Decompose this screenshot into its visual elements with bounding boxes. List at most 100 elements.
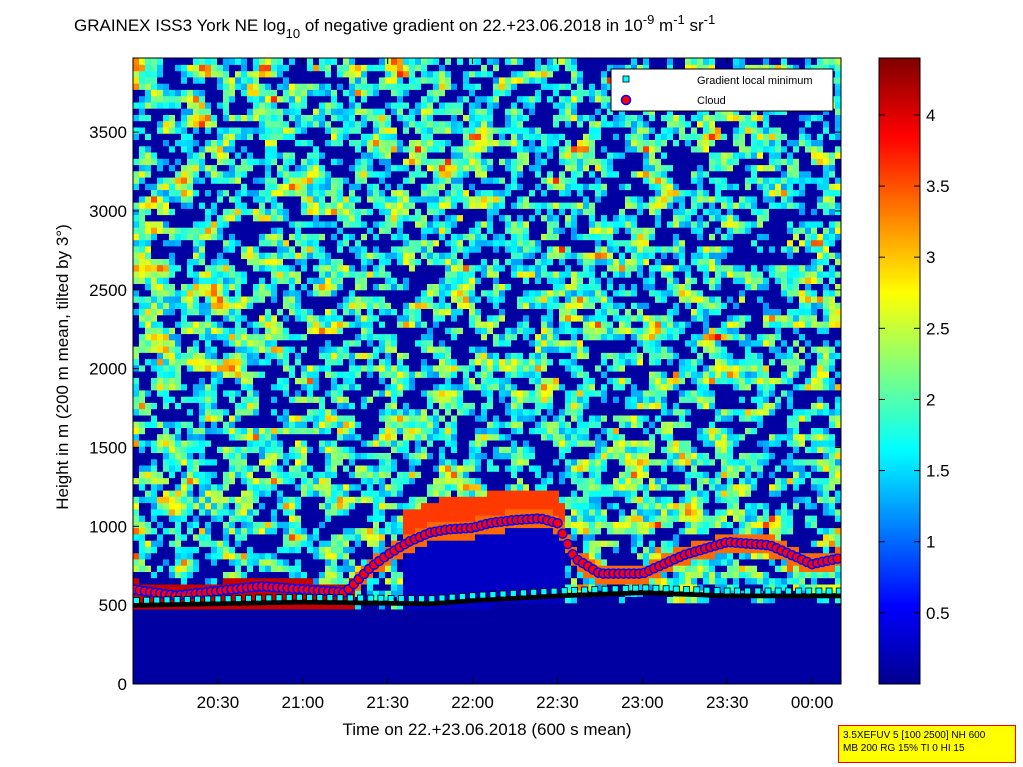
- heat-cell: [265, 615, 272, 622]
- heat-cell: [295, 515, 302, 522]
- heat-cell: [253, 114, 260, 122]
- heat-cell: [307, 220, 314, 228]
- heat-cell: [349, 477, 356, 485]
- heat-cell: [415, 565, 422, 572]
- heat-cell: [325, 408, 332, 416]
- heat-cell: [133, 408, 140, 416]
- heat-cell: [301, 402, 308, 410]
- heat-cell: [223, 652, 230, 660]
- heat-cell: [385, 327, 392, 335]
- heat-cell: [181, 615, 188, 622]
- heat-cell: [415, 439, 422, 447]
- heat-cell: [295, 527, 302, 535]
- heat-cell: [373, 352, 380, 360]
- heat-cell: [277, 464, 284, 472]
- heat-cell: [367, 320, 374, 328]
- heat-cell: [163, 364, 170, 372]
- heat-cell: [235, 245, 242, 253]
- heat-cell: [373, 389, 380, 397]
- heat-cell: [361, 677, 368, 684]
- heat-cell: [163, 76, 170, 84]
- heat-cell: [307, 245, 314, 253]
- heat-cell: [193, 521, 200, 529]
- heat-cell: [307, 214, 314, 222]
- heat-cell: [205, 489, 212, 497]
- heat-cell: [343, 308, 350, 316]
- heat-cell: [283, 277, 290, 284]
- heat-cell: [259, 521, 266, 529]
- heat-cell: [211, 264, 218, 272]
- heat-cell: [373, 58, 380, 65]
- heat-cell: [379, 521, 386, 529]
- heat-cell: [331, 320, 338, 328]
- heat-cell: [157, 302, 164, 309]
- heat-cell: [217, 558, 224, 566]
- heat-cell: [331, 377, 338, 385]
- heat-cell: [295, 139, 302, 147]
- heat-cell: [313, 264, 320, 272]
- heat-cell: [319, 496, 326, 504]
- heat-cell: [199, 508, 206, 516]
- heat-cell: [211, 101, 218, 109]
- heat-cell: [139, 508, 146, 516]
- heat-cell: [187, 264, 194, 272]
- heat-cell: [415, 170, 422, 178]
- heat-cell: [229, 558, 236, 566]
- heat-cell: [277, 295, 284, 303]
- heat-cell: [181, 371, 188, 378]
- heat-cell: [355, 346, 362, 353]
- heat-cell: [229, 364, 236, 372]
- heat-cell: [337, 101, 344, 109]
- heat-cell: [253, 464, 260, 472]
- heat-cell: [397, 95, 404, 103]
- heat-cell: [229, 602, 236, 610]
- heat-cell: [295, 483, 302, 491]
- heat-cell: [175, 533, 182, 541]
- heat-cell: [289, 151, 296, 159]
- heat-cell: [373, 358, 380, 366]
- heat-cell: [349, 183, 356, 191]
- heat-cell: [199, 546, 206, 554]
- heat-cell: [361, 439, 368, 447]
- heat-cell: [259, 652, 266, 660]
- heat-cell: [253, 671, 260, 679]
- heat-cell: [277, 602, 284, 610]
- heat-cell: [289, 464, 296, 472]
- heat-cell: [415, 214, 422, 222]
- heat-cell: [175, 352, 182, 360]
- heat-cell: [415, 289, 422, 297]
- heat-cell: [385, 320, 392, 328]
- heat-cell: [379, 627, 386, 635]
- heat-cell: [187, 308, 194, 316]
- heat-cell: [367, 414, 374, 422]
- heat-cell: [211, 640, 218, 648]
- heat-cell: [187, 577, 194, 585]
- heat-cell: [151, 383, 158, 391]
- heat-cell: [193, 427, 200, 435]
- heat-cell: [139, 521, 146, 529]
- heat-cell: [241, 89, 248, 97]
- heat-cell: [397, 671, 404, 679]
- heat-cell: [253, 477, 260, 485]
- heat-cell: [283, 158, 290, 166]
- heat-cell: [169, 58, 176, 65]
- heat-cell: [277, 89, 284, 97]
- heat-cell: [229, 70, 236, 78]
- heat-cell: [289, 277, 296, 284]
- heat-cell: [349, 195, 356, 203]
- heat-cell: [349, 646, 356, 654]
- heat-cell: [139, 577, 146, 585]
- heat-cell: [409, 302, 416, 309]
- heat-cell: [217, 659, 224, 666]
- heat-cell: [301, 126, 308, 134]
- heat-cell: [205, 571, 212, 579]
- heat-cell: [325, 508, 332, 516]
- heat-cell: [175, 252, 182, 259]
- heat-cell: [385, 277, 392, 284]
- heat-cell: [307, 408, 314, 416]
- heat-cell: [259, 258, 266, 266]
- heat-cell: [379, 101, 386, 109]
- heat-cell: [367, 489, 374, 497]
- heat-cell: [229, 540, 236, 547]
- heat-cell: [391, 515, 398, 522]
